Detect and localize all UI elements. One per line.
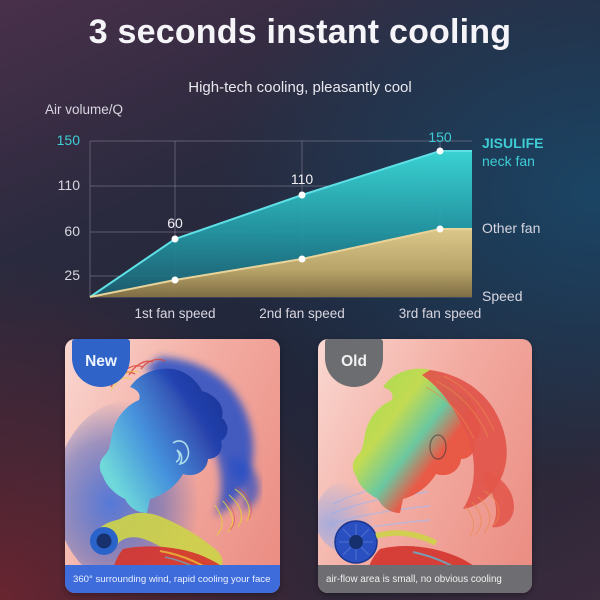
svg-text:150: 150 [428, 129, 452, 145]
svg-text:150: 150 [57, 132, 81, 148]
svg-text:2nd fan speed: 2nd fan speed [259, 306, 345, 321]
svg-text:Other fan: Other fan [482, 220, 540, 236]
svg-text:60: 60 [64, 223, 80, 239]
svg-text:1st fan speed: 1st fan speed [134, 306, 215, 321]
svg-text:Speed: Speed [482, 288, 522, 304]
svg-text:110: 110 [58, 177, 81, 193]
svg-text:3rd fan speed: 3rd fan speed [399, 306, 482, 321]
svg-text:110: 110 [291, 171, 314, 187]
svg-text:25: 25 [64, 267, 80, 283]
svg-text:neck fan: neck fan [482, 153, 535, 169]
svg-text:JISULIFE: JISULIFE [482, 135, 543, 151]
svg-text:60: 60 [167, 215, 183, 231]
